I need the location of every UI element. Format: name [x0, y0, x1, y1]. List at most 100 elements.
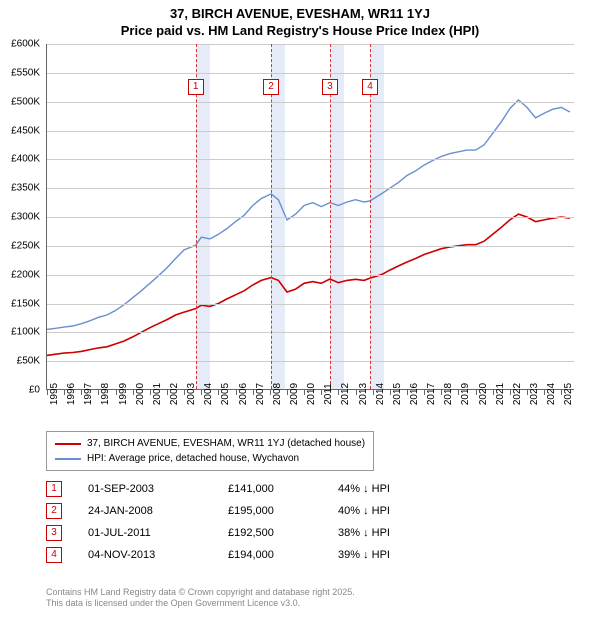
x-axis-label: 2025 — [563, 383, 574, 405]
footer-line-1: Contains HM Land Registry data © Crown c… — [46, 587, 355, 599]
x-axis-label: 2005 — [220, 383, 231, 405]
x-tick — [270, 390, 271, 395]
event-row: 4 04-NOV-2013£194,00039% ↓ HPI — [46, 544, 448, 566]
x-axis-label: 2019 — [460, 383, 471, 405]
event-marker-line — [330, 44, 331, 389]
event-diff: 38% ↓ HPI — [338, 527, 448, 539]
x-axis-label: 2018 — [443, 383, 454, 405]
x-tick — [116, 390, 117, 395]
x-axis-label: 1998 — [100, 383, 111, 405]
x-axis-label: 2012 — [340, 383, 351, 405]
event-index-box: 1 — [46, 481, 62, 497]
x-axis-label: 2016 — [409, 383, 420, 405]
event-marker-box: 2 — [263, 79, 279, 95]
event-price: £195,000 — [228, 505, 338, 517]
x-axis-label: 2004 — [203, 383, 214, 405]
events-table: 101-SEP-2003£141,00044% ↓ HPI224-JAN-200… — [46, 478, 448, 566]
x-tick — [184, 390, 185, 395]
event-date: 24-JAN-2008 — [88, 505, 228, 517]
event-diff: 39% ↓ HPI — [338, 549, 448, 561]
x-tick — [510, 390, 511, 395]
x-axis-label: 2021 — [495, 383, 506, 405]
series-price_paid — [47, 214, 570, 355]
event-diff: 40% ↓ HPI — [338, 505, 448, 517]
y-axis-label: £50K — [0, 356, 40, 367]
x-axis-label: 2008 — [272, 383, 283, 405]
title-line-2: Price paid vs. HM Land Registry's House … — [0, 23, 600, 40]
gridline — [47, 102, 574, 103]
legend-row: 37, BIRCH AVENUE, EVESHAM, WR11 1YJ (det… — [55, 436, 365, 451]
x-tick — [150, 390, 151, 395]
x-axis-label: 2007 — [255, 383, 266, 405]
x-axis-label: 2011 — [323, 383, 334, 405]
event-price: £194,000 — [228, 549, 338, 561]
event-date: 01-SEP-2003 — [88, 483, 228, 495]
plot-area: 1234 — [46, 44, 574, 390]
y-axis-label: £600K — [0, 39, 40, 50]
gridline — [47, 73, 574, 74]
y-axis-label: £0 — [0, 385, 40, 396]
gridline — [47, 159, 574, 160]
footer: Contains HM Land Registry data © Crown c… — [46, 587, 355, 610]
y-axis-label: £400K — [0, 154, 40, 165]
event-diff: 44% ↓ HPI — [338, 483, 448, 495]
y-axis-label: £250K — [0, 240, 40, 251]
x-axis-label: 2002 — [169, 383, 180, 405]
chart: 1234 £0£50K£100K£150K£200K£250K£300K£350… — [46, 44, 574, 390]
gridline — [47, 188, 574, 189]
y-axis-label: £100K — [0, 327, 40, 338]
x-axis-label: 2010 — [306, 383, 317, 405]
x-tick — [493, 390, 494, 395]
x-tick — [373, 390, 374, 395]
x-axis-label: 2023 — [529, 383, 540, 405]
event-row: 301-JUL-2011£192,50038% ↓ HPI — [46, 522, 448, 544]
gridline — [47, 361, 574, 362]
event-index-box: 4 — [46, 547, 62, 563]
x-axis-label: 2014 — [375, 383, 386, 405]
y-axis-label: £150K — [0, 298, 40, 309]
y-axis-label: £550K — [0, 67, 40, 78]
x-axis-label: 2013 — [358, 383, 369, 405]
y-axis-label: £500K — [0, 96, 40, 107]
event-marker-line — [196, 44, 197, 389]
x-axis-label: 1999 — [118, 383, 129, 405]
event-marker-line — [370, 44, 371, 389]
y-axis-label: £350K — [0, 183, 40, 194]
event-date: 04-NOV-2013 — [88, 549, 228, 561]
event-row: 2 24-JAN-2008£195,00040% ↓ HPI — [46, 500, 448, 522]
x-axis-label: 1996 — [66, 383, 77, 405]
x-tick — [476, 390, 477, 395]
event-index-box: 2 — [46, 503, 62, 519]
x-tick — [544, 390, 545, 395]
gridline — [47, 131, 574, 132]
x-axis-label: 2017 — [426, 383, 437, 405]
y-axis-label: £450K — [0, 125, 40, 136]
title-line-1: 37, BIRCH AVENUE, EVESHAM, WR11 1YJ — [0, 6, 600, 23]
x-axis-label: 1997 — [83, 383, 94, 405]
event-marker-box: 1 — [188, 79, 204, 95]
x-tick — [356, 390, 357, 395]
x-tick — [253, 390, 254, 395]
x-tick — [424, 390, 425, 395]
gridline — [47, 332, 574, 333]
y-axis-label: £300K — [0, 212, 40, 223]
title-block: 37, BIRCH AVENUE, EVESHAM, WR11 1YJ Pric… — [0, 0, 600, 40]
x-axis-label: 2000 — [135, 383, 146, 405]
x-axis-label: 1995 — [49, 383, 60, 405]
x-axis-label: 2009 — [289, 383, 300, 405]
x-tick — [167, 390, 168, 395]
x-axis-label: 2001 — [152, 383, 163, 405]
legend-row: HPI: Average price, detached house, Wych… — [55, 451, 365, 466]
x-axis-label: 2003 — [186, 383, 197, 405]
y-axis-label: £200K — [0, 269, 40, 280]
event-marker-line — [271, 44, 272, 389]
gridline — [47, 246, 574, 247]
x-axis-label: 2022 — [512, 383, 523, 405]
x-tick — [64, 390, 65, 395]
gridline — [47, 304, 574, 305]
gridline — [47, 217, 574, 218]
x-axis-label: 2015 — [392, 383, 403, 405]
gridline — [47, 275, 574, 276]
x-tick — [236, 390, 237, 395]
legend-swatch-2 — [55, 458, 81, 460]
